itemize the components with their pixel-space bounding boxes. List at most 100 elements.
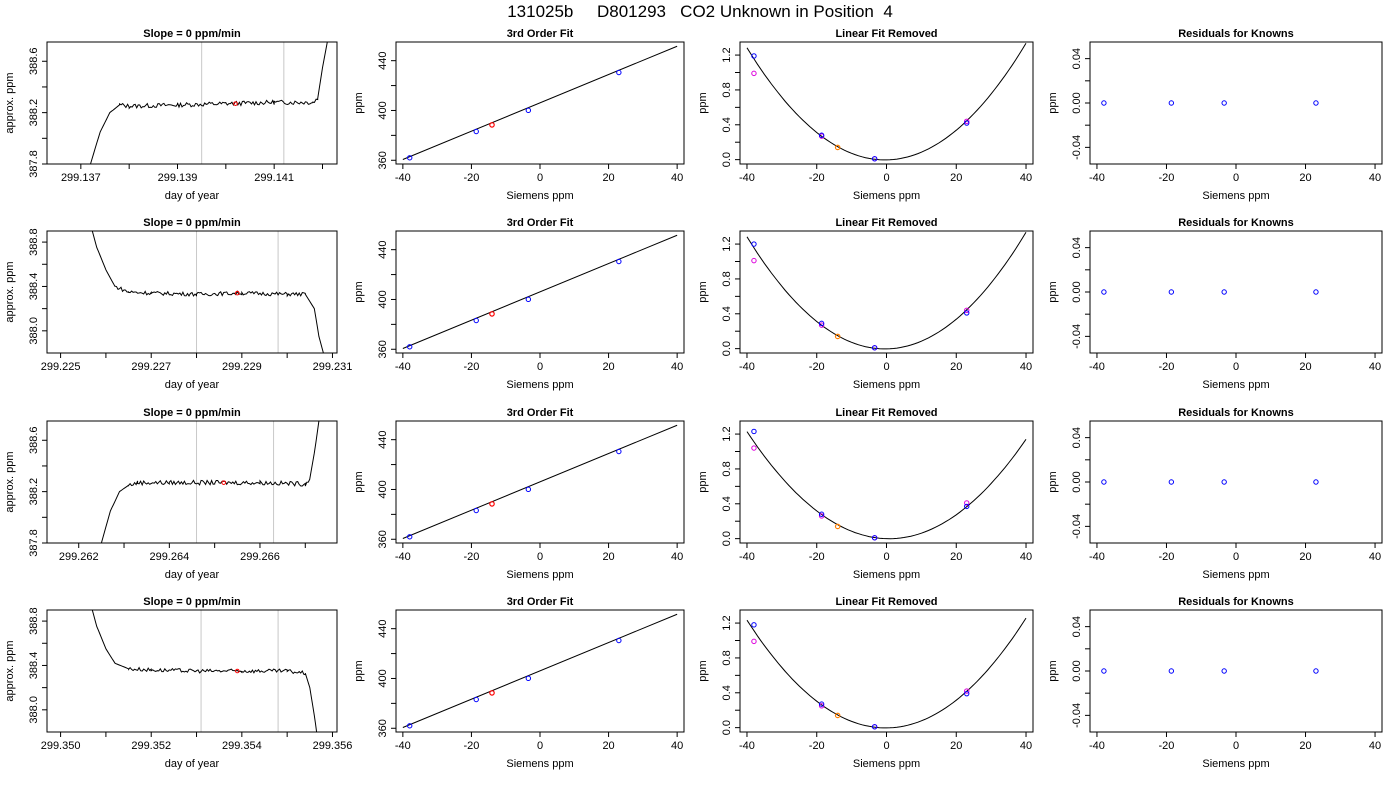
fit-line: [402, 424, 678, 539]
plot-frame: [739, 609, 1034, 733]
y-tick-label: 1.2: [721, 426, 733, 441]
y-tick-label: 0.00: [1071, 281, 1083, 302]
fit-point: [818, 703, 825, 709]
panel-title: Linear Fit Removed: [835, 217, 937, 229]
x-tick-label: -20: [1159, 361, 1175, 373]
data-layer: [402, 234, 678, 350]
y-tick-label: 388.6: [28, 426, 40, 454]
fit-curve: [746, 43, 1027, 161]
x-tick-label: 0: [1233, 172, 1239, 184]
known-point: [407, 723, 413, 729]
x-tick-label: 299.354: [222, 740, 262, 752]
fit-point: [751, 257, 757, 264]
x-tick-label: -20: [809, 740, 825, 752]
panel-r3-c2: 3rd Order Fit Siemens ppm ppm -40 -20 0 20 40 36…: [353, 407, 685, 581]
fit-point: [751, 638, 757, 645]
panel-r3-c3: Linear Fit Removed Siemens ppm ppm -40 -20 0 2…: [697, 407, 1034, 581]
data-layer: [1101, 479, 1319, 485]
panel-title: Residuals for Knowns: [1178, 217, 1294, 229]
y-tick-label: -0.04: [1071, 135, 1083, 160]
y-tick-label: -0.04: [1071, 324, 1083, 349]
concentration-trace: [90, 42, 328, 164]
data-layer: [1101, 668, 1319, 674]
fit-curve: [746, 617, 1027, 729]
plot-frame: [395, 230, 685, 354]
panel-r2-c1: Slope = 0 ppm/min day of year approx. ppm 2…: [4, 217, 352, 391]
x-tick-label: 20: [950, 361, 962, 373]
known-point: [818, 320, 825, 327]
x-axis-label: Siemens ppm: [506, 758, 573, 770]
known-point: [1101, 668, 1107, 674]
y-axis-label: approx. ppm: [4, 261, 16, 322]
known-point: [407, 344, 413, 350]
y-axis-label: ppm: [697, 471, 709, 492]
x-tick-label: 0: [1233, 551, 1239, 563]
known-point: [525, 296, 532, 303]
x-tick-label: 40: [1369, 361, 1381, 373]
known-point: [964, 690, 970, 697]
x-tick-label: -20: [463, 740, 479, 752]
x-tick-label: -20: [463, 172, 479, 184]
x-axis-label: Siemens ppm: [1202, 379, 1269, 391]
y-tick-label: 387.8: [28, 150, 40, 178]
plot-frame: [395, 41, 685, 165]
y-tick-label: 388.2: [28, 99, 40, 127]
panel-title: 3rd Order Fit: [507, 596, 574, 608]
x-axis-label: Siemens ppm: [1202, 190, 1269, 202]
x-tick-label: -40: [739, 551, 755, 563]
unknown-point: [834, 144, 841, 151]
x-axis-label: Siemens ppm: [506, 379, 573, 391]
known-point: [1168, 289, 1175, 295]
y-tick-label: 400: [377, 290, 389, 308]
x-tick-label: -40: [1089, 172, 1105, 184]
x-axis-label: day of year: [165, 190, 220, 202]
y-tick-label: 388.8: [28, 228, 40, 256]
x-tick-label: 299.264: [149, 551, 189, 563]
plot-frame: [395, 420, 685, 544]
y-tick-label: 360: [377, 151, 389, 169]
known-point: [818, 511, 825, 517]
x-tick-label: 299.225: [41, 361, 81, 373]
plot-frame: [739, 420, 1034, 544]
x-axis-label: Siemens ppm: [853, 758, 920, 770]
page-title: 131025b D801293 CO2 Unknown in Position …: [507, 2, 893, 21]
y-tick-label: -0.04: [1071, 703, 1083, 728]
known-point: [1168, 479, 1175, 485]
x-tick-label: 20: [950, 551, 962, 563]
panel-r2-c2: 3rd Order Fit Siemens ppm ppm -40 -20 0 20 40 36…: [353, 217, 685, 391]
y-tick-label: 0.0: [721, 531, 733, 546]
x-tick-label: -40: [1089, 740, 1105, 752]
panel-r1-c2: 3rd Order Fit Siemens ppm ppm -40 -20 0 20 40 36…: [353, 28, 685, 202]
plot-frame: [46, 609, 338, 733]
fit-curve: [746, 232, 1027, 350]
y-axis-label: ppm: [1047, 92, 1059, 113]
x-axis-label: Siemens ppm: [853, 190, 920, 202]
unknown-point: [489, 501, 495, 507]
x-tick-label: 0: [883, 551, 889, 563]
y-axis-label: ppm: [697, 92, 709, 113]
y-tick-label: 400: [377, 480, 389, 498]
x-tick-label: 40: [1369, 172, 1381, 184]
y-tick-label: 0.0: [721, 341, 733, 356]
y-tick-label: 440: [377, 51, 389, 69]
y-axis-label: ppm: [353, 281, 365, 302]
panel-title: Linear Fit Removed: [835, 28, 937, 40]
x-tick-label: 20: [602, 740, 614, 752]
x-tick-label: 20: [950, 172, 962, 184]
fit-line: [402, 45, 678, 160]
x-tick-label: 299.356: [313, 740, 353, 752]
x-axis-label: Siemens ppm: [853, 569, 920, 581]
unknown-point: [489, 690, 495, 696]
panel-r4-c2: 3rd Order Fit Siemens ppm ppm -40 -20 0 20 40 36…: [353, 596, 685, 770]
fit-point: [818, 513, 825, 519]
x-tick-label: 0: [1233, 361, 1239, 373]
known-point: [1168, 100, 1175, 106]
panel-r1-c1: Slope = 0 ppm/min day of year approx. ppm 2…: [4, 28, 338, 202]
x-tick-label: 0: [883, 172, 889, 184]
y-tick-label: 360: [377, 530, 389, 548]
x-tick-label: 20: [602, 361, 614, 373]
y-axis-label: ppm: [1047, 660, 1059, 681]
fit-point: [964, 500, 970, 506]
y-tick-label: 1.2: [721, 615, 733, 630]
y-tick-label: 388.8: [28, 607, 40, 635]
